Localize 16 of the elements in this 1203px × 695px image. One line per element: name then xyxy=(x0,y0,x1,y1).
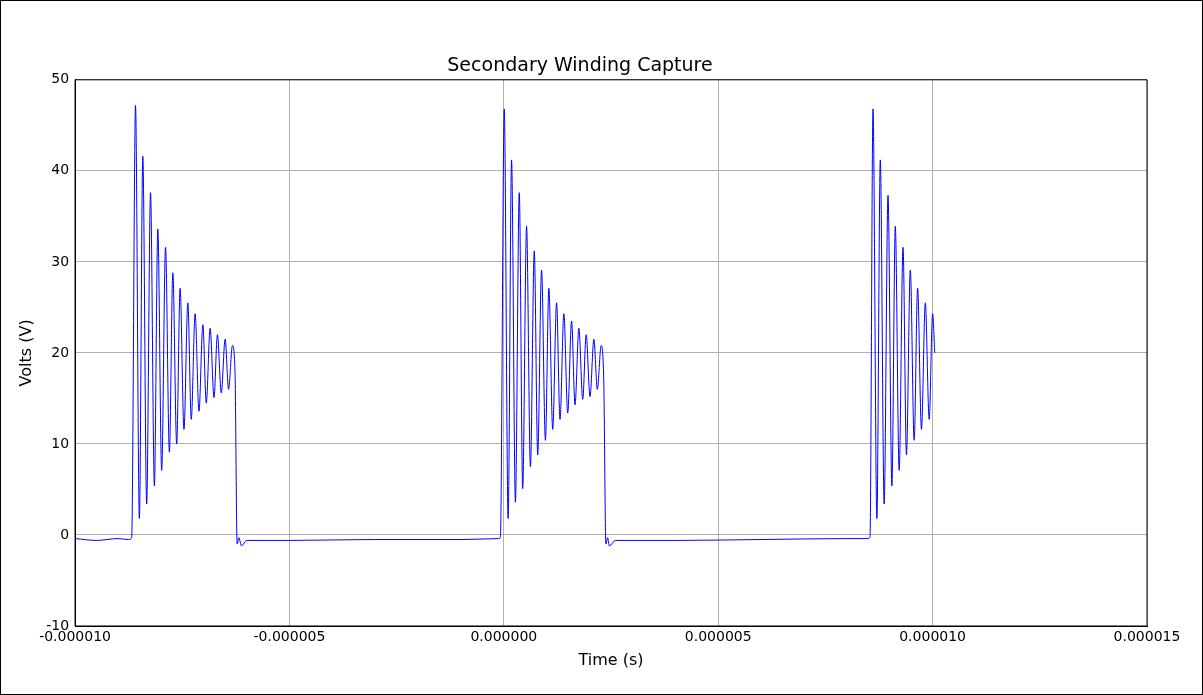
y-tick-label: 20 xyxy=(51,343,70,360)
y-tick-label: 30 xyxy=(51,252,70,269)
y-tick-label: 50 xyxy=(51,70,70,87)
y-axis-title: Volts (V) xyxy=(15,319,35,387)
x-tick-label: 0.000015 xyxy=(1113,628,1181,645)
y-tick-label: 0 xyxy=(60,525,70,542)
x-tick-label: 0.000000 xyxy=(470,628,538,645)
line-series xyxy=(75,104,936,547)
x-tick-label: -0.000010 xyxy=(39,628,111,645)
chart-title: Secondary Winding Capture xyxy=(447,53,713,76)
x-tick-label: -0.000005 xyxy=(253,628,326,645)
x-tick-label: 0.000005 xyxy=(684,628,752,645)
x-tick-label: 0.000010 xyxy=(899,628,967,645)
y-tick-label: 10 xyxy=(51,434,70,451)
x-axis-title: Time (s) xyxy=(577,649,644,669)
y-tick-label: 40 xyxy=(51,161,70,178)
